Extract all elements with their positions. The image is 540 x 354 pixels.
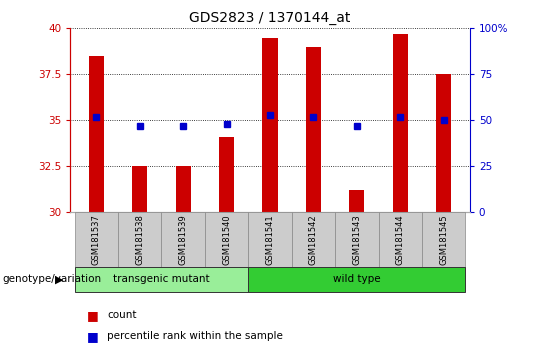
Bar bbox=[75, 212, 118, 267]
Bar bbox=[161, 212, 205, 267]
Bar bbox=[349, 190, 364, 212]
Text: GSM181538: GSM181538 bbox=[135, 215, 144, 265]
Bar bbox=[292, 212, 335, 267]
Text: ▶: ▶ bbox=[55, 274, 64, 284]
Text: transgenic mutant: transgenic mutant bbox=[113, 274, 210, 284]
Bar bbox=[422, 212, 465, 267]
Bar bbox=[262, 38, 278, 212]
Title: GDS2823 / 1370144_at: GDS2823 / 1370144_at bbox=[190, 11, 350, 24]
Text: GSM181543: GSM181543 bbox=[353, 215, 361, 265]
Text: GSM181541: GSM181541 bbox=[266, 215, 274, 265]
Text: ■: ■ bbox=[86, 309, 98, 321]
Text: GSM181542: GSM181542 bbox=[309, 215, 318, 265]
Text: GSM181537: GSM181537 bbox=[92, 215, 101, 265]
Text: GSM181545: GSM181545 bbox=[439, 215, 448, 265]
Text: ■: ■ bbox=[86, 330, 98, 343]
Text: percentile rank within the sample: percentile rank within the sample bbox=[107, 331, 283, 341]
Bar bbox=[118, 212, 161, 267]
Bar bbox=[132, 166, 147, 212]
Bar bbox=[176, 166, 191, 212]
Bar bbox=[75, 267, 248, 292]
Text: count: count bbox=[107, 310, 137, 320]
Text: GSM181544: GSM181544 bbox=[396, 215, 405, 265]
Text: wild type: wild type bbox=[333, 274, 381, 284]
Text: genotype/variation: genotype/variation bbox=[3, 274, 102, 284]
Bar bbox=[219, 137, 234, 212]
Bar bbox=[248, 212, 292, 267]
Bar bbox=[306, 47, 321, 212]
Text: GSM181540: GSM181540 bbox=[222, 215, 231, 265]
Bar bbox=[436, 74, 451, 212]
Bar bbox=[379, 212, 422, 267]
Bar bbox=[205, 212, 248, 267]
Bar bbox=[89, 56, 104, 212]
Bar bbox=[335, 212, 379, 267]
Bar bbox=[393, 34, 408, 212]
Text: GSM181539: GSM181539 bbox=[179, 215, 187, 265]
Bar bbox=[248, 267, 465, 292]
